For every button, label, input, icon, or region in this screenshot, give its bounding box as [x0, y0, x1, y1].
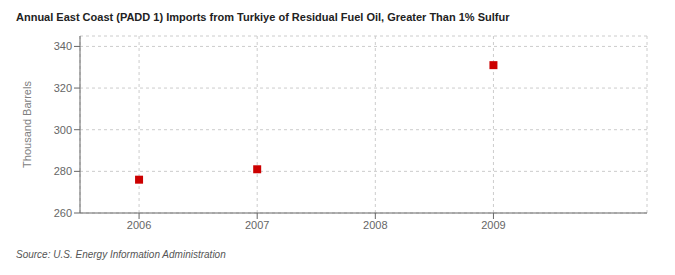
svg-text:2007: 2007 — [245, 219, 269, 231]
svg-text:2009: 2009 — [481, 219, 505, 231]
html-text:Annual East Coast (PADD 1) Imp: Annual East Coast (PADD 1) Imports from … — [16, 11, 510, 23]
svg-text:2008: 2008 — [363, 219, 387, 231]
svg-text:260: 260 — [54, 207, 72, 219]
svg-text:Thousand Barrels: Thousand Barrels — [21, 81, 33, 168]
svg-text:280: 280 — [54, 165, 72, 177]
svg-text:2006: 2006 — [127, 219, 151, 231]
html-text:Source: U.S. Energy Informatio: Source: U.S. Energy Information Administ… — [16, 249, 226, 260]
svg-text:320: 320 — [54, 82, 72, 94]
svg-text:300: 300 — [54, 124, 72, 136]
svg-text:340: 340 — [54, 40, 72, 52]
